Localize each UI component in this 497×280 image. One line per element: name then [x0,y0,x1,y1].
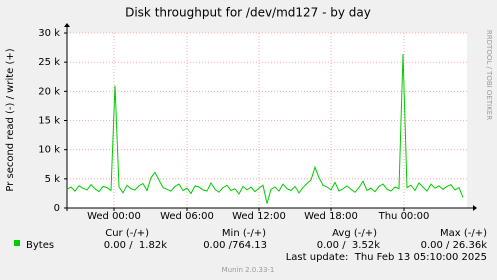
y-tick-label: 25 k [38,57,60,68]
last-update: Last update: Thu Feb 13 05:10:00 2025 [286,252,487,263]
x-tick-label: Wed 00:00 [87,211,141,222]
legend-header: Max (-/+) [440,228,487,239]
legend-header: Avg (-/+) [332,228,377,239]
legend-value: 0.00 /764.13 [203,240,267,251]
footer: Munin 2.0.33-1 [222,266,275,274]
chart-title: Disk throughput for /dev/md127 - by day [125,6,371,20]
legend-label: Bytes [26,240,54,251]
x-tick-label: Wed 12:00 [232,211,286,222]
y-tick-label: 5 k [45,174,61,185]
legend-header: Min (-/+) [222,228,266,239]
y-axis-label: Pr second read (-) / write (+) [5,48,16,191]
axis-arrow [64,23,70,27]
x-tick-label: Wed 06:00 [160,211,214,222]
y-tick-label: 15 k [38,116,60,127]
x-tick-label: Thu 00:00 [378,211,430,222]
y-tick-label: 30 k [38,28,60,39]
legend-value: 0.00 / 1.82k [104,240,167,251]
series-line [66,53,464,204]
y-tick-label: 20 k [38,86,60,97]
axis-arrow [473,205,477,211]
legend-value: 0.00 / 26.36k [421,240,488,251]
y-tick-label: 0 [54,203,60,214]
y-tick-label: 10 k [38,145,60,156]
legend-swatch [14,240,20,246]
x-tick-label: Wed 18:00 [304,211,358,222]
side-text: RRDTOOL / TOBI OETIKER [485,30,493,120]
legend-header: Cur (-/+) [105,228,149,239]
legend-value: 0.00 / 3.52k [317,240,380,251]
